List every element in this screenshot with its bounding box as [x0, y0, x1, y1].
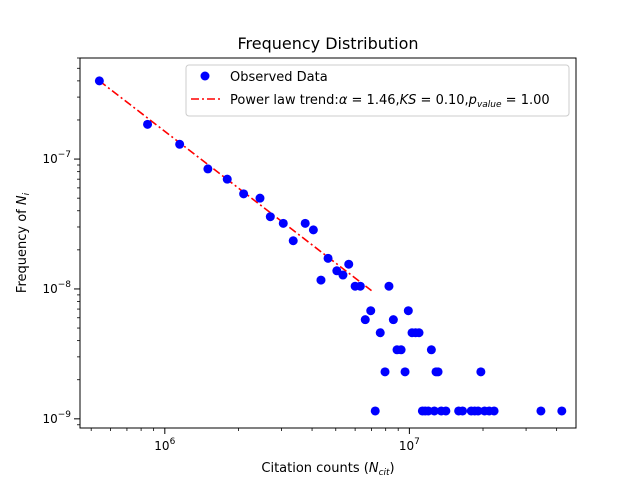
- data-point: [396, 345, 406, 355]
- data-point: [370, 406, 380, 416]
- data-point: [288, 236, 298, 246]
- data-point: [308, 225, 318, 235]
- legend-trend-label: Power law trend:α = 1.46,KS = 0.10,pvalu…: [230, 93, 550, 110]
- data-point: [441, 406, 451, 416]
- legend-frame: [185, 64, 570, 117]
- legend-trend-prefix: Power law trend:: [230, 93, 339, 108]
- data-point: [403, 306, 413, 316]
- plot-frame: [79, 57, 577, 429]
- x-axis-label-close: ): [390, 461, 395, 476]
- data-point: [429, 406, 439, 416]
- y-axis: 10−910−810−7: [42, 57, 80, 426]
- data-point: [239, 189, 249, 199]
- data-point: [557, 406, 567, 416]
- legend-trend-ks-value: = 0.10,: [416, 93, 468, 108]
- x-axis-label-main: Citation counts (: [261, 461, 368, 476]
- y-axis-label-var: N: [15, 195, 30, 205]
- y-tick-exponent: −9: [58, 410, 72, 420]
- y-tick-exponent: −8: [58, 280, 72, 290]
- data-point: [355, 281, 365, 291]
- legend-trend-p-sub: value: [477, 100, 502, 110]
- x-axis-label: Citation counts (Ncit): [261, 461, 394, 478]
- observed-data-points: [94, 76, 567, 416]
- legend-trend-p-value: = 1.00: [502, 93, 550, 108]
- data-point: [366, 306, 376, 316]
- data-point: [94, 76, 104, 86]
- legend-trend-ks: KS: [400, 93, 417, 108]
- x-tick-base: 10: [154, 439, 169, 453]
- data-point: [536, 406, 546, 416]
- data-point: [265, 212, 275, 222]
- data-point: [316, 275, 326, 285]
- data-point: [473, 406, 483, 416]
- data-point: [255, 193, 265, 203]
- power-law-trend-line: [98, 80, 372, 292]
- data-point: [384, 281, 394, 291]
- plot-background: [80, 58, 576, 428]
- data-point: [344, 259, 354, 269]
- legend-observed-marker: [200, 71, 210, 81]
- legend-trend-p: p: [468, 93, 477, 108]
- data-point: [222, 174, 232, 184]
- data-point: [489, 406, 499, 416]
- y-tick-base: 10: [42, 412, 57, 426]
- legend-observed-label: Observed Data: [230, 70, 328, 85]
- y-tick-base: 10: [42, 152, 57, 166]
- data-point: [400, 367, 410, 377]
- data-point: [323, 253, 333, 263]
- chart-title: Frequency Distribution: [237, 34, 418, 53]
- y-tick-label: 10−8: [42, 280, 71, 296]
- y-axis-label-main: Frequency of: [15, 205, 30, 293]
- data-point: [414, 328, 424, 338]
- data-point: [426, 345, 436, 355]
- y-tick-label: 10−9: [42, 410, 71, 426]
- x-tick-base: 10: [399, 439, 414, 453]
- x-axis-label-sub: cit: [379, 468, 390, 478]
- y-tick-exponent: −7: [58, 150, 71, 160]
- data-point: [338, 270, 348, 280]
- y-tick-label: 10−7: [42, 150, 71, 166]
- y-tick-base: 10: [42, 282, 57, 296]
- x-axis-label-var: N: [369, 461, 379, 476]
- legend: Observed Data Power law trend:α = 1.46,K…: [185, 64, 570, 117]
- data-point: [375, 328, 385, 338]
- plot-area: [79, 57, 577, 429]
- data-point: [380, 367, 390, 377]
- x-tick-label: 106: [154, 437, 175, 453]
- x-tick-exponent: 7: [414, 437, 420, 447]
- data-point: [278, 218, 288, 228]
- data-point: [203, 164, 213, 174]
- y-axis-label-sub: i: [22, 192, 32, 195]
- data-point: [143, 119, 153, 129]
- data-point: [388, 315, 398, 325]
- x-tick-exponent: 6: [170, 437, 176, 447]
- data-point: [433, 367, 443, 377]
- y-axis-label: Frequency of Ni: [15, 192, 32, 293]
- data-point: [360, 315, 370, 325]
- x-tick-label: 107: [399, 437, 420, 453]
- x-axis: 106 107: [90, 428, 558, 453]
- data-point: [175, 139, 185, 149]
- legend-trend-alpha: α: [339, 93, 348, 108]
- data-point: [458, 406, 468, 416]
- data-point: [300, 218, 310, 228]
- data-point: [476, 367, 486, 377]
- legend-trend-alpha-value: = 1.46,: [347, 93, 399, 108]
